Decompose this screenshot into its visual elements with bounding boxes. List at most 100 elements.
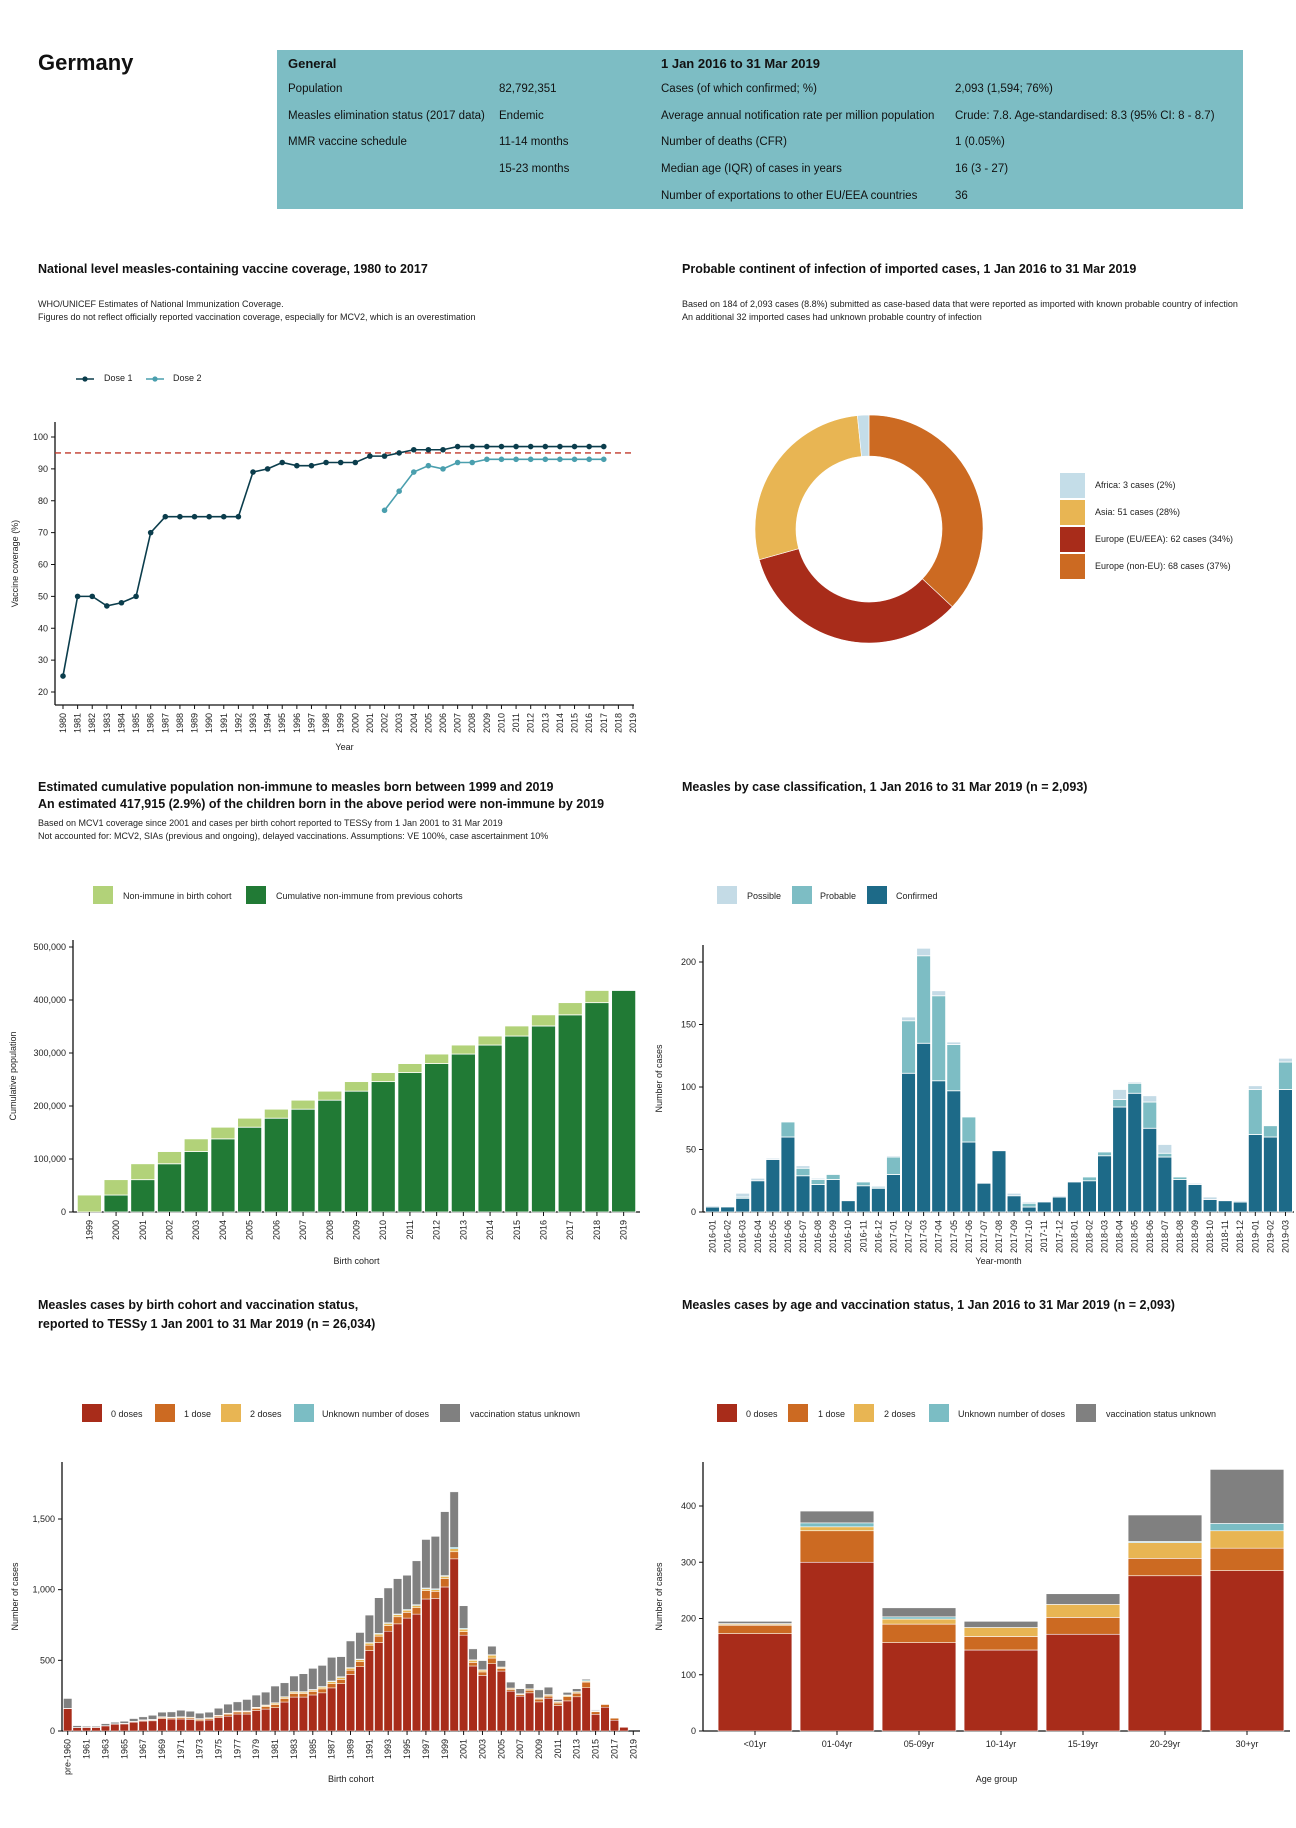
x-tick-label: 10-14yr <box>986 1739 1017 1749</box>
bar-segment-0-doses <box>308 1694 318 1732</box>
bar-segment-unknown-number-of-doses <box>449 1547 459 1549</box>
bar-segment-2-doses <box>581 1681 591 1683</box>
x-tick-label: 2019-03 <box>1280 1220 1290 1253</box>
nonimmune-title: Estimated cumulative population non-immu… <box>38 780 554 794</box>
bar-segment-confirmed <box>1217 1200 1233 1213</box>
bar-segment-0-doses <box>242 1713 252 1732</box>
x-tick-label: 2017-08 <box>994 1220 1004 1253</box>
dose-2-point <box>396 488 402 494</box>
dose-2-point <box>542 456 549 463</box>
bar-segment-1-dose <box>534 1698 544 1703</box>
bar-segment-non-immune-in-birth-cohort <box>130 1163 156 1181</box>
period-value: Crude: 7.8. Age-standardised: 8.3 (95% C… <box>955 110 1215 122</box>
bar-segment-vaccination-status-unknown <box>421 1539 431 1589</box>
bar-segment-2-doses <box>364 1642 374 1646</box>
bar-segment-possible <box>765 1157 781 1160</box>
bar-segment-cumulative-non-immune-from-previous-cohorts <box>611 990 637 1213</box>
x-tick-label: 1989 <box>346 1739 356 1759</box>
bar-segment-1-dose <box>402 1612 412 1619</box>
bar-segment-confirmed <box>810 1184 826 1213</box>
x-tick-label: 1995 <box>277 713 287 733</box>
bar-segment-vaccination-status-unknown <box>717 1621 793 1624</box>
bar-segment-1-dose <box>515 1694 525 1697</box>
bar-segment-vaccination-status-unknown <box>449 1491 459 1548</box>
x-tick-label: 1981 <box>270 1739 280 1759</box>
bar-segment-1-dose <box>223 1713 233 1717</box>
x-tick-label: <01yr <box>744 1739 767 1749</box>
x-tick-label: 2017-06 <box>964 1220 974 1253</box>
y-axis-title: Number of cases <box>10 1562 20 1631</box>
birth-cohort-title: Measles cases by birth cohort and vaccin… <box>38 1298 359 1312</box>
x-tick-label: 1991 <box>219 713 229 733</box>
bar-segment-0-doses <box>176 1718 186 1732</box>
bar-segment-probable <box>1127 1082 1143 1094</box>
dose-1-point <box>264 466 271 472</box>
y-tick-label: 1,500 <box>32 1514 55 1524</box>
x-tick-label: 2016-12 <box>873 1220 883 1253</box>
bar-segment-vaccination-status-unknown <box>204 1711 214 1718</box>
bar-segment-vaccination-status-unknown <box>308 1668 318 1690</box>
general-value: 15-23 months <box>499 163 570 175</box>
bar-segment-0-doses <box>82 1727 92 1732</box>
bar-segment-non-immune-in-birth-cohort <box>76 1194 102 1213</box>
bar-segment-unknown-number-of-doses <box>317 1686 327 1688</box>
x-tick-label: 2016 <box>539 1220 549 1240</box>
bar-segment-2-doses <box>477 1669 487 1673</box>
period-value: 1 (0.05%) <box>955 136 1005 148</box>
bar-segment-vaccination-status-unknown <box>383 1587 393 1623</box>
bar-segment-cumulative-non-immune-from-previous-cohorts <box>183 1151 209 1213</box>
legend-label: Dose 2 <box>173 373 202 383</box>
bar-segment-2-doses <box>963 1627 1039 1637</box>
bar-segment-2-doses <box>166 1717 176 1719</box>
x-tick-label: 2017-07 <box>979 1220 989 1253</box>
x-tick-label: 1963 <box>100 1739 110 1759</box>
x-tick-label: 1967 <box>138 1739 148 1759</box>
x-tick-label: 2017 <box>609 1739 619 1759</box>
legend-label: Possible <box>747 891 782 901</box>
dose-1-point <box>396 450 402 456</box>
x-tick-label: 2007 <box>298 1220 308 1240</box>
bar-segment-non-immune-in-birth-cohort <box>531 1014 556 1027</box>
y-tick-label: 300,000 <box>33 1048 66 1058</box>
legend-swatch <box>717 886 737 904</box>
x-tick-label: 2001 <box>138 1220 148 1240</box>
bar-segment-1-dose <box>166 1717 176 1720</box>
bar-segment-vaccination-status-unknown <box>364 1614 374 1643</box>
x-tick-label: 2016-07 <box>798 1220 808 1253</box>
y-tick-label: 400 <box>681 1501 696 1511</box>
bar-segment-0-doses <box>148 1720 158 1732</box>
x-tick-label: 2016-03 <box>738 1220 748 1253</box>
x-tick-label: 2008 <box>325 1220 335 1240</box>
legend-label: 0 doses <box>746 1409 778 1419</box>
bar-segment-0-doses <box>298 1696 308 1732</box>
bar-segment-0-doses <box>1045 1633 1121 1732</box>
bar-segment-0-doses <box>280 1701 290 1732</box>
legend-label: Probable <box>820 891 857 901</box>
bar-segment-vaccination-status-unknown <box>148 1715 158 1720</box>
bar-segment-0-doses <box>572 1696 582 1732</box>
bar-segment-unknown-number-of-doses <box>799 1522 875 1528</box>
bar-segment-possible <box>1006 1192 1022 1197</box>
bar-segment-possible <box>1021 1201 1037 1204</box>
bar-segment-vaccination-status-unknown <box>799 1510 875 1524</box>
bar-segment-vaccination-status-unknown <box>327 1657 337 1682</box>
bar-segment-confirmed <box>946 1090 962 1213</box>
x-tick-label: 2017-11 <box>1039 1220 1049 1252</box>
bar-segment-0-doses <box>496 1670 506 1732</box>
bar-segment-probable <box>1142 1101 1158 1129</box>
bar-segment-0-doses <box>355 1666 365 1732</box>
x-tick-label: 1987 <box>160 713 170 733</box>
legend-label: 2 doses <box>884 1409 916 1419</box>
bar-segment-1-dose <box>232 1711 242 1715</box>
x-tick-label: 2010 <box>496 713 506 733</box>
bar-segment-vaccination-status-unknown <box>374 1597 384 1634</box>
bar-segment-1-dose <box>440 1578 450 1588</box>
bar-segment-2-doses <box>355 1659 365 1662</box>
legend-label: 1 dose <box>184 1409 212 1419</box>
bar-segment-probable <box>946 1044 962 1092</box>
bar-segment-1-dose <box>430 1591 440 1599</box>
bar-segment-possible <box>1127 1081 1143 1084</box>
x-tick-label: 2019 <box>619 1220 629 1240</box>
y-tick-label: 500 <box>40 1655 55 1665</box>
period-value: 16 (3 - 27) <box>955 163 1009 175</box>
